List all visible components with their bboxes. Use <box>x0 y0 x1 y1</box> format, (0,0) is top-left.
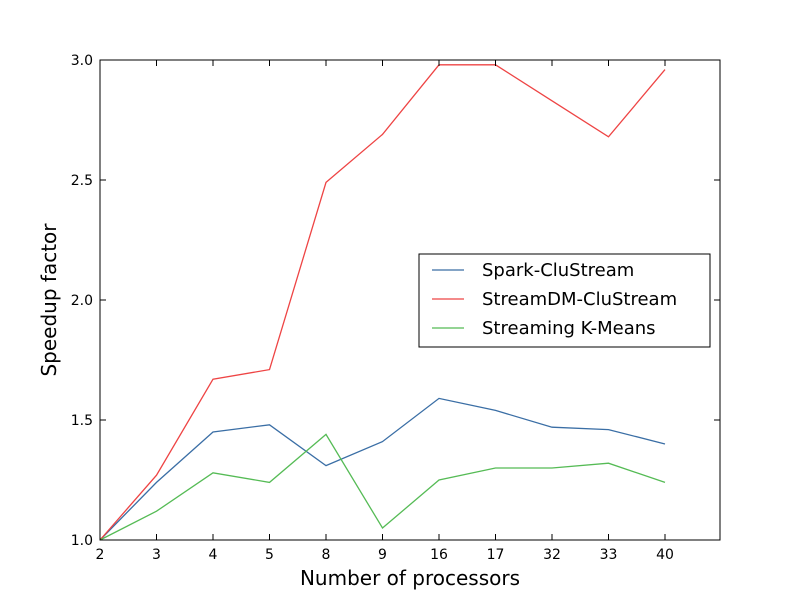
y-tick-labels: 1.0 1.5 2.0 2.5 3.0 <box>71 53 93 549</box>
x-tick-label: 2 <box>96 547 105 563</box>
x-tick-label: 3 <box>152 547 161 563</box>
x-tick-label: 9 <box>378 547 387 563</box>
x-axis-label: Number of processors <box>300 566 520 590</box>
series-layer <box>99 64 666 541</box>
legend-label-0: Spark-CluStream <box>482 260 634 281</box>
y-tick-label: 1.5 <box>71 413 93 429</box>
x-tick-label: 8 <box>322 547 331 563</box>
series-line-1 <box>99 64 666 541</box>
x-tick-label: 16 <box>430 547 448 563</box>
x-tick-label: 40 <box>656 547 674 563</box>
legend-label-2: Streaming K-Means <box>482 318 656 339</box>
legend-label-1: StreamDM-CluStream <box>482 289 677 310</box>
legend-entries: Spark-CluStream StreamDM-CluStream Streami… <box>432 260 677 339</box>
legend-box <box>418 253 711 348</box>
y-axis-label: Speedup factor <box>37 223 61 377</box>
x-tick-label: 33 <box>600 547 618 563</box>
y-tick-label: 3.0 <box>71 53 93 69</box>
x-tick-label: 5 <box>265 547 274 563</box>
y-tick-label: 2.5 <box>71 173 93 189</box>
legend: Spark-CluStream StreamDM-CluStream Streami… <box>418 253 711 348</box>
series-line-0 <box>99 397 666 541</box>
x-tick-labels: 2 3 4 5 8 9 16 17 32 33 40 <box>96 547 674 563</box>
x-tick-label: 17 <box>487 547 505 563</box>
series-line-2 <box>99 433 666 541</box>
y-tick-label: 1.0 <box>71 533 93 549</box>
ticks-layer <box>99 59 720 541</box>
x-tick-label: 4 <box>209 547 218 563</box>
x-tick-label: 32 <box>543 547 561 563</box>
y-tick-label: 2.0 <box>71 293 93 309</box>
